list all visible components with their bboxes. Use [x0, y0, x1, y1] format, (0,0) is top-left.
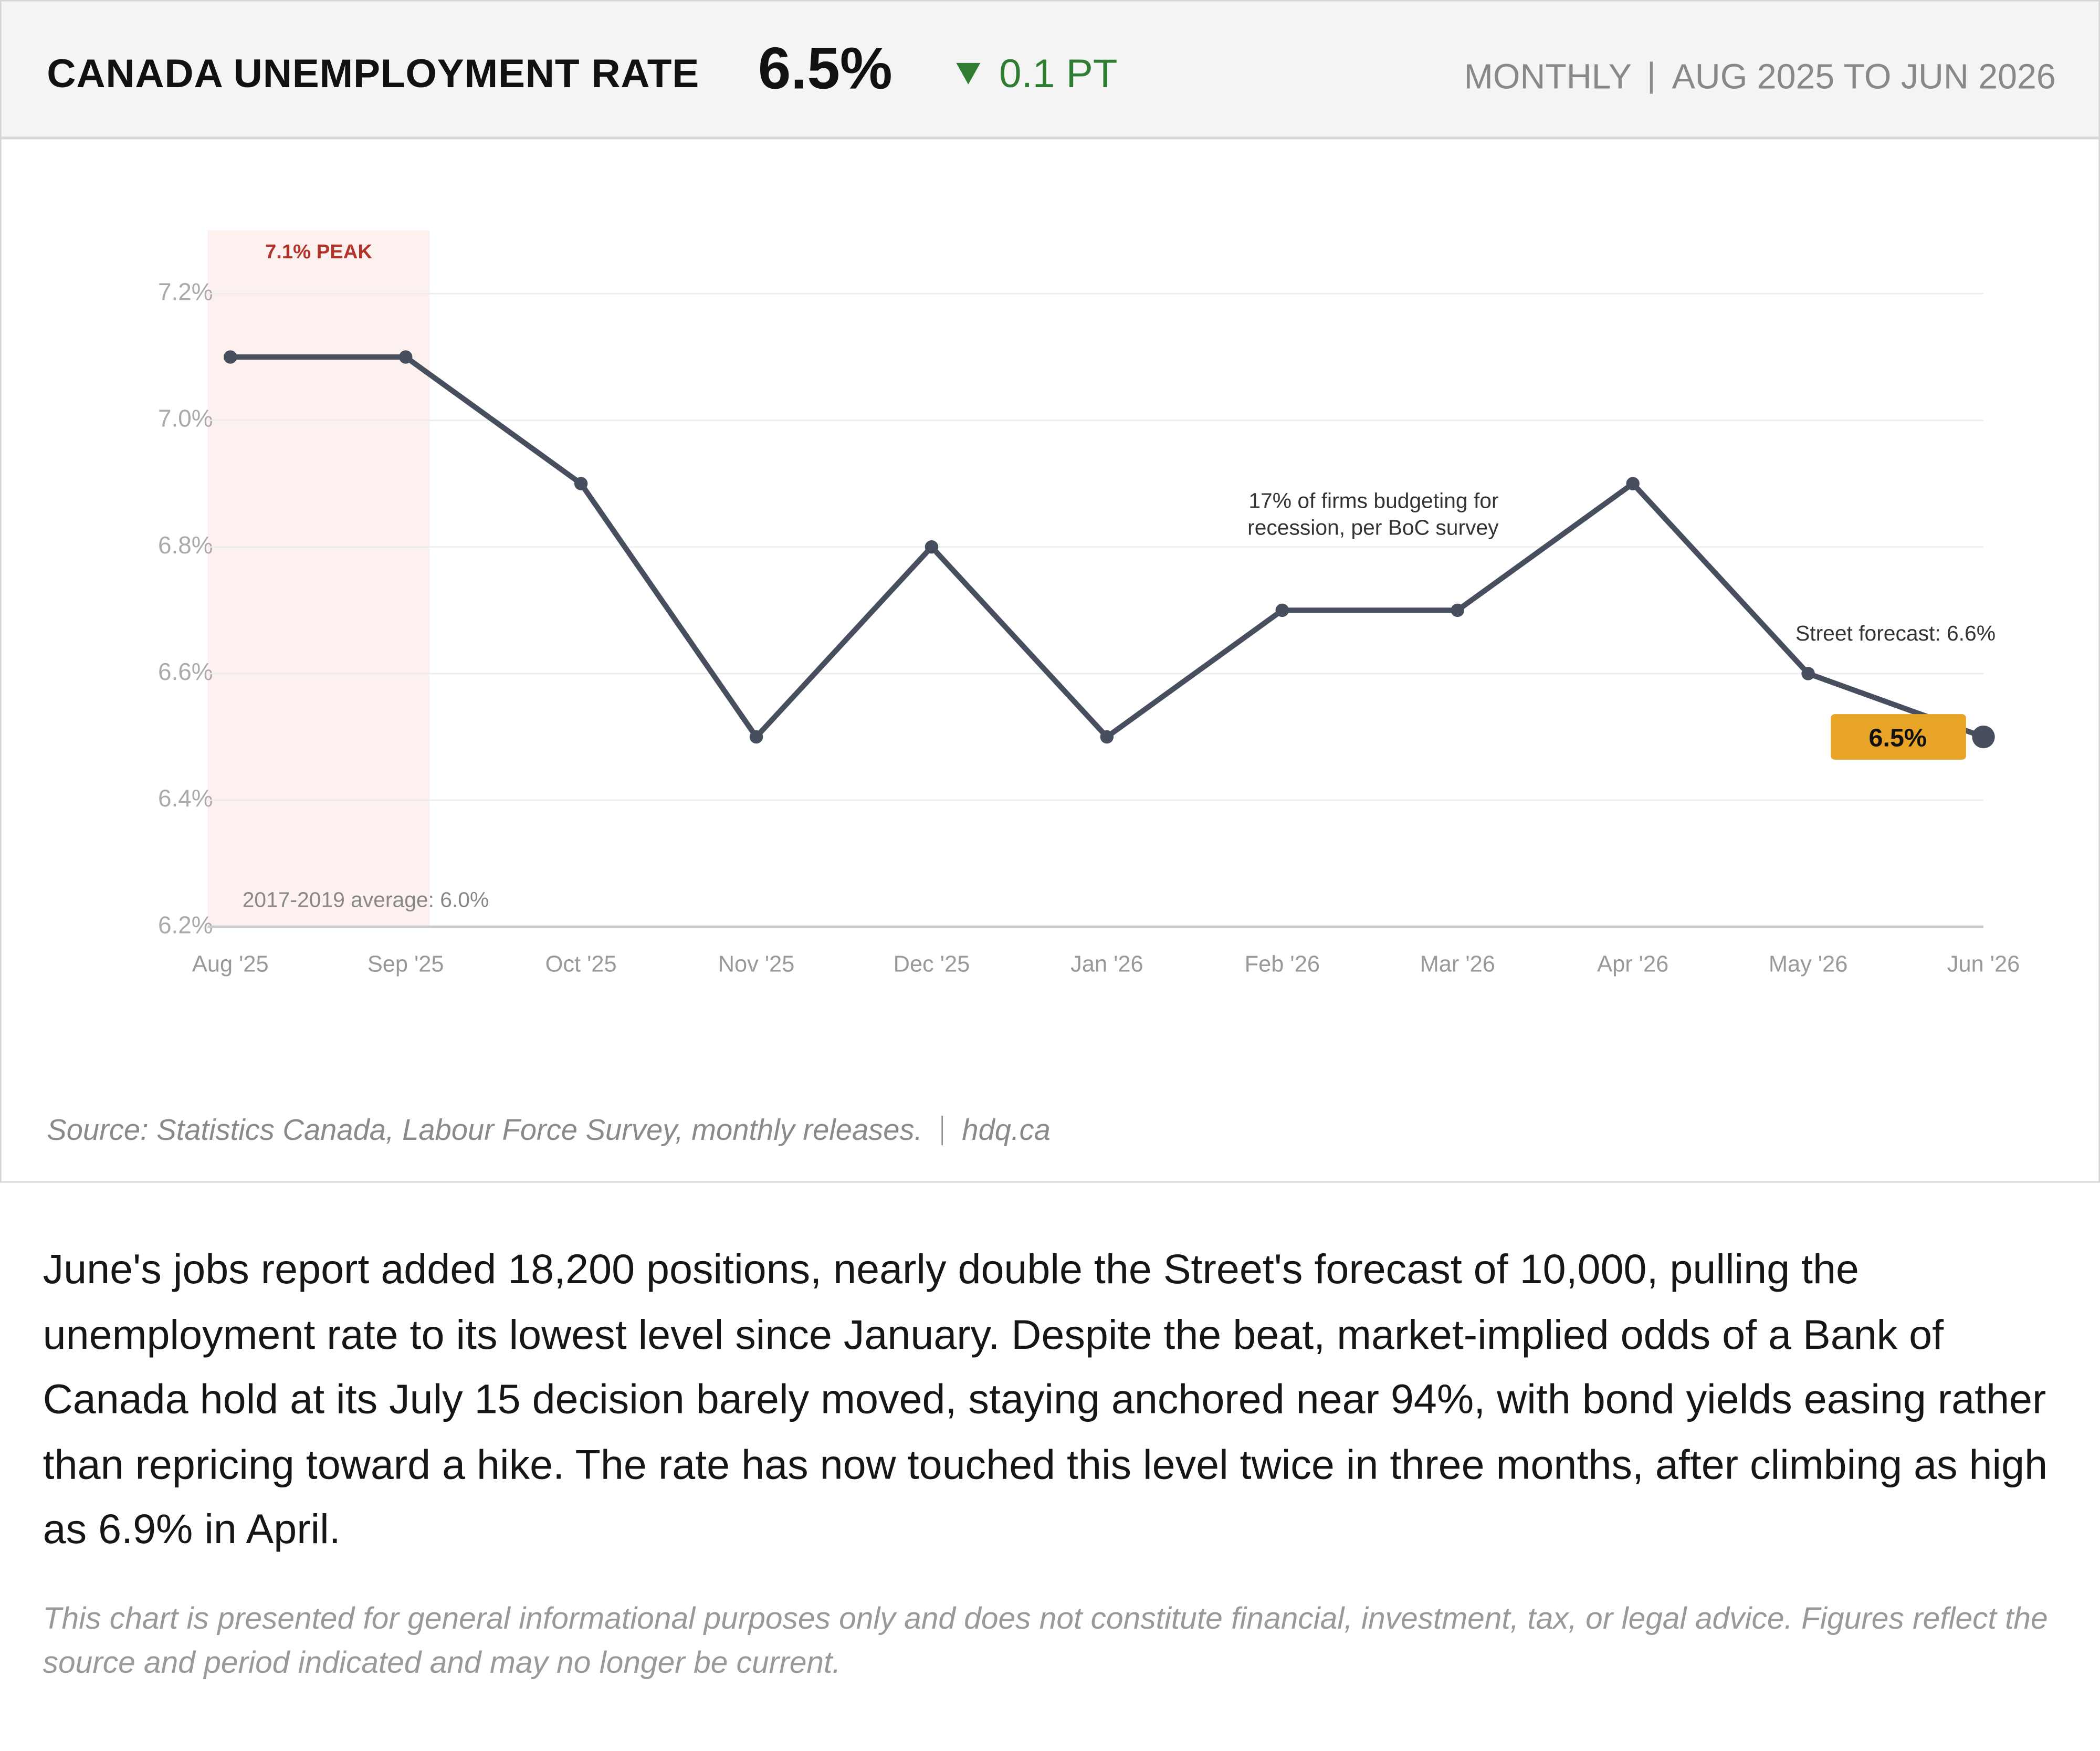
x-tick-label: Feb '26 [1245, 952, 1320, 977]
separator [1650, 61, 1653, 93]
data-point [1801, 667, 1815, 680]
data-point [224, 350, 237, 364]
data-point [1972, 725, 1995, 749]
end-label: 6.5% [1869, 724, 1927, 752]
chart-card: CANADA UNEMPLOYMENT RATE 6.5% 0.1 PT MON… [0, 0, 2100, 1183]
x-tick-label: Jun '26 [1947, 952, 2020, 977]
y-tick-label: 7.2% [158, 278, 213, 305]
data-point [398, 350, 413, 364]
x-tick-label: Jan '26 [1070, 952, 1143, 977]
annotation: 17% of firms budgeting for [1248, 488, 1498, 512]
data-point [1275, 603, 1289, 617]
down-arrow [956, 62, 981, 85]
disclaimer: This chart is presented for general info… [43, 1600, 2048, 1679]
end-label-badge [1831, 714, 1966, 760]
y-tick-label: 6.6% [158, 658, 213, 685]
x-tick-label: Mar '26 [1420, 952, 1495, 977]
data-point [749, 730, 763, 744]
y-tick-label: 6.4% [158, 784, 213, 812]
source-line: Source: Statistics Canada, Labour Force … [47, 1113, 1051, 1148]
frequency: MONTHLY [1464, 56, 1632, 97]
period: AUG 2025 TO JUN 2026 [1672, 56, 2056, 97]
x-tick-label: Nov '25 [718, 952, 795, 977]
x-tick-label: Apr '26 [1597, 952, 1668, 977]
article-body: June's jobs report added 18,200 position… [43, 1245, 2048, 1553]
current-value: 6.5% [758, 36, 892, 102]
chart: 7.1% PEAK 2017-2019 average: 6.0% 6.2% 6.4%… [158, 230, 2020, 977]
period-info: MONTHLY AUG 2025 TO JUN 2026 [1464, 56, 2056, 98]
data-point [1451, 603, 1465, 617]
title: CANADA UNEMPLOYMENT RATE [47, 52, 700, 97]
x-tick-label: Oct '25 [545, 952, 617, 977]
annotation: recession, per BoC survey [1247, 515, 1499, 539]
x-tick-label: May '26 [1769, 952, 1847, 977]
highlight-label: 7.1% PEAK [265, 240, 372, 263]
highlight-band [207, 230, 430, 927]
y-tick-label: 6.8% [158, 531, 213, 559]
x-tick-label: Dec '25 [894, 952, 970, 977]
x-tick-label: Aug '25 [192, 952, 269, 977]
data-point [574, 477, 588, 490]
y-tick-label: 7.0% [158, 405, 213, 432]
highlight-note: 2017-2019 average: 6.0% [243, 888, 489, 912]
x-tick-label: Sep '25 [368, 952, 444, 977]
data-point [925, 540, 939, 554]
data-point [1100, 730, 1114, 744]
data-point [1626, 477, 1640, 490]
separator [941, 1115, 943, 1146]
annotation: Street forecast: 6.6% [1796, 621, 1996, 645]
site: hdq.ca [962, 1113, 1051, 1147]
source: Source: Statistics Canada, Labour Force … [47, 1113, 923, 1147]
y-tick-label: 6.2% [158, 911, 213, 938]
header: CANADA UNEMPLOYMENT RATE 6.5% 0.1 PT MON… [1, 1, 2099, 140]
change: 0.1 PT [999, 52, 1118, 97]
